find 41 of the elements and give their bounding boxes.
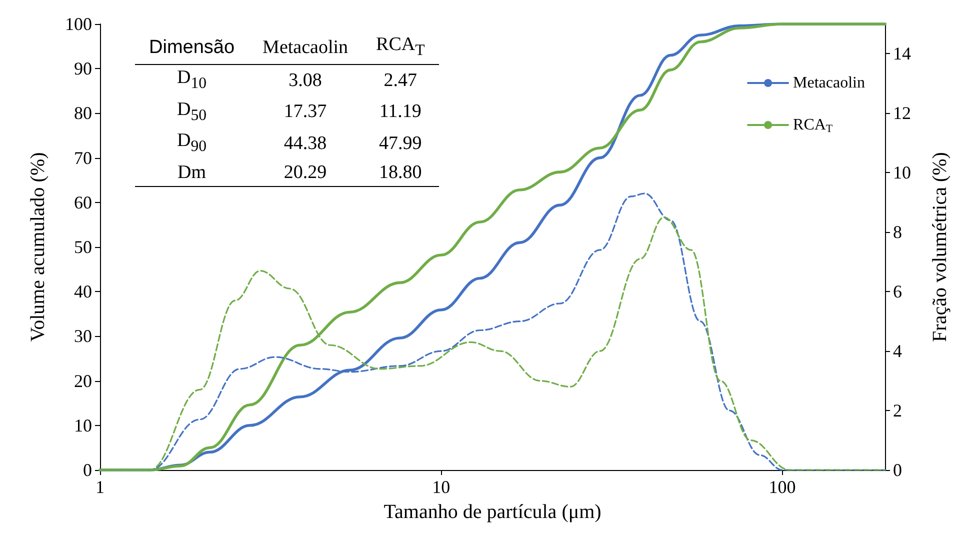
annotation: Metacaolin [248,32,362,64]
y-tick-label: 0 [83,460,92,480]
x-tick-label: 1 [96,477,104,497]
annotation: 3.08 [288,68,323,93]
y2-tick-label: 4 [893,341,902,362]
y2-tick-label: 12 [893,103,911,124]
y-tick-label: 100 [65,14,92,34]
y-tick-label: 20 [74,370,92,391]
y2-tick-label: 14 [893,44,911,64]
x-axis-title: Tamanho de partícula (μm) [384,501,602,523]
y2-tick-label: 8 [893,222,902,242]
y-tick-label: 40 [74,282,92,302]
y-axis-title: Volume acumulado (%) [27,152,49,342]
annotation: 44.38 [282,132,328,156]
annotation: D$_{90}$ [176,129,208,158]
annotation: 18.80 [362,160,439,187]
y-tick-label: 30 [74,326,92,346]
annotation: D$_{10}$ [176,66,208,94]
annotation: Dimensão [135,32,249,64]
annotation: Dm [135,160,249,187]
y-tick-label: 50 [74,237,92,257]
x-tick-label: 100 [768,477,796,497]
annotation: 2.47 [382,68,418,93]
annotation: RCA$_{T}$ [362,32,439,64]
annotation: 47.99 [378,132,423,156]
legend-label: Metacaolin [793,74,865,92]
y2-tick-label: 2 [893,400,902,421]
y-tick-label: 90 [74,58,92,79]
y-tick-label: 70 [74,148,92,168]
annotation: 17.37 [282,100,328,124]
annotation: D$_{50}$ [176,98,208,126]
x-tick-label: 10 [432,477,450,497]
annotation: 11.19 [378,100,422,124]
annotation: 20.29 [248,160,362,187]
y2-tick-label: 10 [893,162,911,183]
y-tick-label: 10 [74,415,92,436]
y2-axis-title: Fração volumétrica (%) [929,152,951,342]
y2-tick-label: 0 [893,460,902,480]
y-tick-label: 60 [74,192,92,212]
y-tick-label: 80 [74,103,92,124]
y2-tick-label: 6 [893,282,902,302]
